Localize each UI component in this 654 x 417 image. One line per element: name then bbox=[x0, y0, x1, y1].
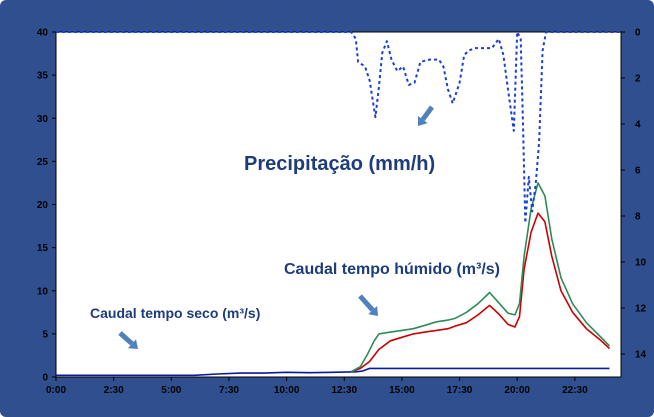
x-tick-label: 10:00 bbox=[274, 385, 300, 396]
x-tick-label: 0:00 bbox=[46, 385, 66, 396]
x-tick-label: 22:30 bbox=[562, 385, 588, 396]
x-tick-label: 5:00 bbox=[161, 385, 181, 396]
y-tick-label: 0 bbox=[42, 373, 48, 384]
y-tick-label: 40 bbox=[37, 28, 49, 39]
y-tick-label: 30 bbox=[37, 114, 49, 125]
x-tick-label: 15:00 bbox=[389, 385, 415, 396]
y2-tick-label: 2 bbox=[635, 74, 641, 85]
series-line-3 bbox=[56, 31, 621, 224]
x-tick-label: 12:30 bbox=[331, 385, 357, 396]
y-tick-label: 15 bbox=[37, 243, 49, 254]
annotation-caudal-humido: Caudal tempo húmido (m³/s) bbox=[284, 261, 500, 278]
y2-tick-label: 14 bbox=[635, 350, 647, 361]
y2-tick-label: 6 bbox=[635, 166, 641, 177]
x-tick-label: 7:30 bbox=[219, 385, 239, 396]
plot-area bbox=[55, 31, 622, 378]
y2-tick-label: 12 bbox=[635, 304, 647, 315]
x-axis: 0:00 2:30 5:00 7:30 10:00 12:30 15:00 17:30 20:0… bbox=[46, 377, 588, 396]
annotation-precipitacao: Precipitação (mm/h) bbox=[244, 153, 435, 175]
series-layer bbox=[56, 31, 621, 377]
y-tick-label: 25 bbox=[37, 157, 49, 168]
x-tick-label: 20:00 bbox=[504, 385, 530, 396]
arrow-caudal-seco bbox=[118, 331, 138, 349]
y-axis-right: 0 2 4 6 8 10 12 14 bbox=[621, 28, 647, 361]
arrow-layer bbox=[118, 105, 435, 349]
y-tick-label: 35 bbox=[37, 71, 49, 82]
arrow-precipitacao bbox=[417, 105, 435, 126]
y2-tick-label: 4 bbox=[635, 120, 641, 131]
y2-tick-label: 10 bbox=[635, 258, 647, 269]
y-tick-label: 10 bbox=[37, 286, 49, 297]
x-tick-label: 2:30 bbox=[104, 385, 124, 396]
x-tick-label: 17:30 bbox=[447, 385, 473, 396]
y-axis-left: 0 5 10 15 20 25 30 35 40 bbox=[37, 28, 56, 384]
y2-tick-label: 0 bbox=[635, 28, 641, 39]
series-line-0 bbox=[56, 367, 610, 377]
annotation-layer: Precipitação (mm/h) Caudal tempo húmido … bbox=[90, 153, 500, 321]
arrow-caudal-humido bbox=[358, 294, 378, 316]
y2-tick-label: 8 bbox=[635, 212, 641, 223]
series-line-2 bbox=[350, 182, 611, 373]
y-tick-label: 5 bbox=[42, 329, 48, 340]
annotation-caudal-seco: Caudal tempo seco (m³/s) bbox=[90, 305, 260, 321]
y-tick-label: 20 bbox=[37, 200, 49, 211]
series-line-1 bbox=[350, 212, 611, 373]
